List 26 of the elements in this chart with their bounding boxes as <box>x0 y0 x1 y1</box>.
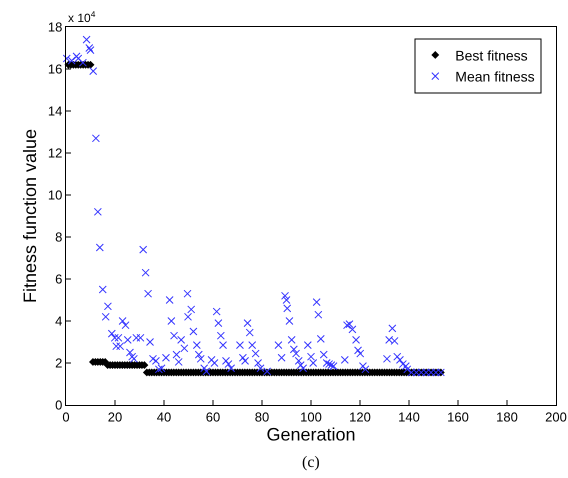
y-tick-label: 2 <box>55 356 62 371</box>
y-tick-label: 16 <box>48 62 62 77</box>
y-tick-label: 12 <box>48 146 62 161</box>
y-tick-label: 0 <box>55 398 62 413</box>
text: (c) <box>302 454 320 471</box>
legend-label: Mean fitness <box>455 68 535 85</box>
x-tick-label: 140 <box>398 410 420 425</box>
x-tick-label: 60 <box>206 410 220 425</box>
x-tick-label: 160 <box>447 410 469 425</box>
x-tick-label: 40 <box>156 410 172 425</box>
x-tick-label: 200 <box>545 410 567 425</box>
x-tick-label: 20 <box>108 410 122 425</box>
y-tick-label: 10 <box>48 188 62 203</box>
x-axis-title: Generation <box>266 424 356 445</box>
x-tick-label: 120 <box>349 410 371 425</box>
y-axis-title: Fitness function value <box>20 128 40 304</box>
y-tick-label: 14 <box>48 104 62 119</box>
x-tick-label: 100 <box>300 410 322 425</box>
y-tick-label: 4 <box>55 314 62 329</box>
x-tick-label: 80 <box>254 410 270 425</box>
x-tick-label: 180 <box>496 410 518 425</box>
legend-label: Best fitness <box>455 47 528 64</box>
y-tick-label: 18 <box>48 20 62 35</box>
text: x 10$^{4}$ <box>68 9 96 26</box>
y-tick-label: 6 <box>55 272 62 287</box>
y-tick-label: 8 <box>55 230 62 245</box>
